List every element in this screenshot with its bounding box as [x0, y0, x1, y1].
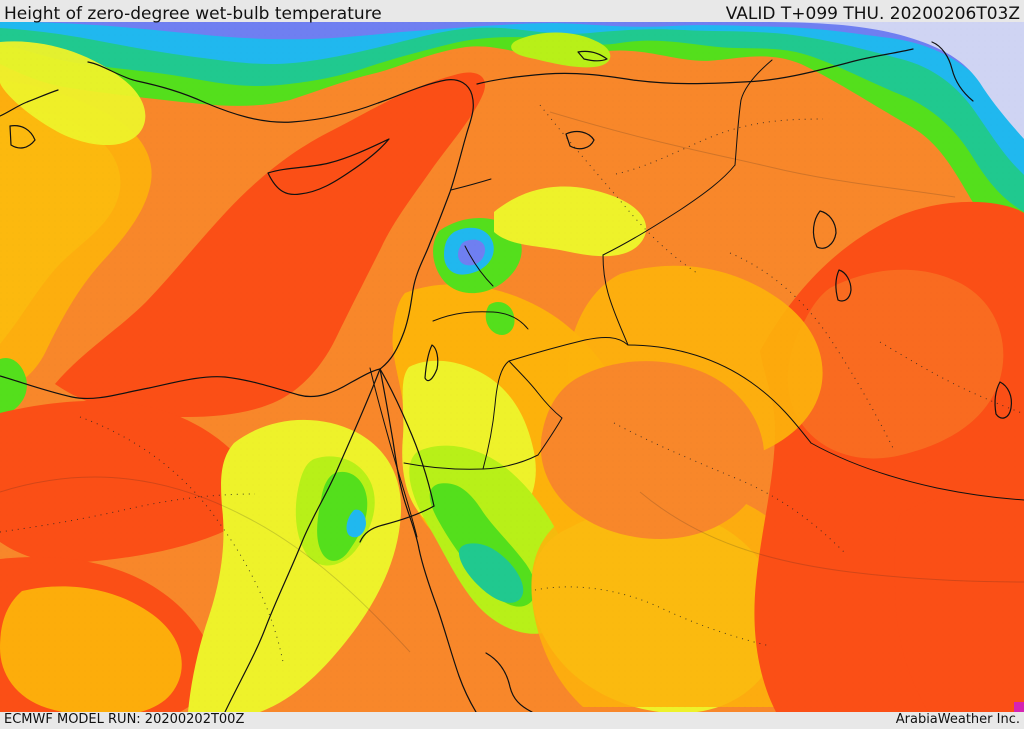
credit-label: ArabiaWeather Inc. — [895, 712, 1020, 727]
model-run-label: ECMWF MODEL RUN: 20200202T00Z — [4, 712, 245, 727]
corner-color-patch — [1014, 702, 1024, 712]
wet-bulb-height-map — [0, 22, 1024, 712]
map-header: Height of zero-degree wet-bulb temperatu… — [0, 0, 1024, 24]
map-area — [0, 22, 1024, 712]
map-footer: ECMWF MODEL RUN: 20200202T00Z ArabiaWeat… — [0, 712, 1024, 729]
map-title: Height of zero-degree wet-bulb temperatu… — [4, 4, 382, 24]
valid-time: VALID T+099 THU. 20200206T03Z — [725, 4, 1020, 24]
dotted-overlay-field — [0, 22, 1024, 712]
